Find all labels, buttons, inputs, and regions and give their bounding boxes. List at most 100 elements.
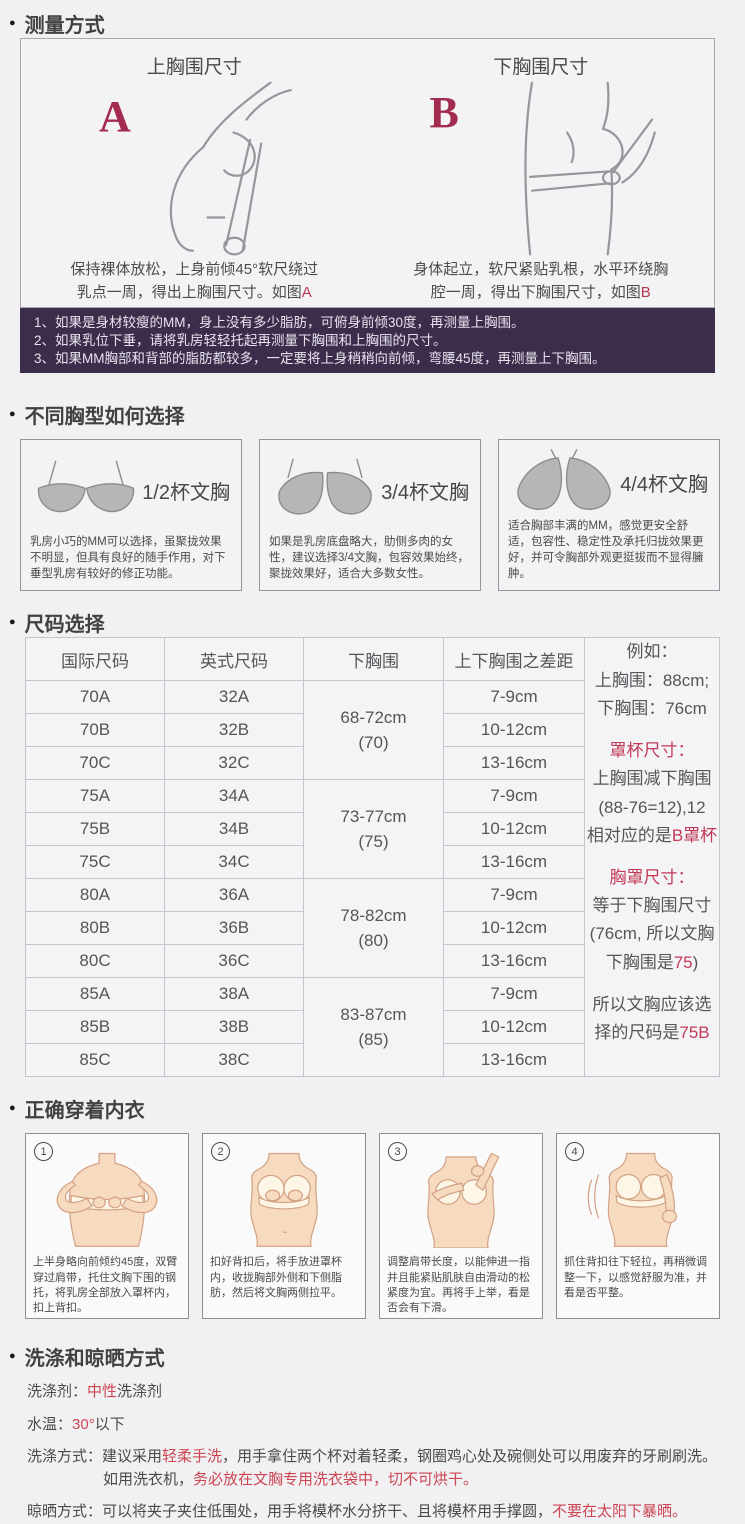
table-cell: 85A	[25, 977, 165, 1012]
size-table-wrap: 国际尺码 英式尺码 下胸围 上下胸围之差距 例如： 上胸围：88cm; 下胸围：…	[25, 637, 720, 1078]
table-cell: 38C	[164, 1043, 304, 1078]
example-conclusion: 所以文胸应该选 择的尺码是75B	[585, 991, 719, 1047]
table-cell: 75A	[25, 779, 165, 814]
cup-desc-full: 适合胸部丰满的MM，感觉更安全舒适，包容性、稳定性及承托归拢效果更好，并可令胸部…	[508, 520, 704, 581]
letter-a-label: A	[99, 92, 131, 141]
example-intro: 例如： 上胸围：88cm; 下胸围：76cm	[585, 638, 719, 723]
bullet-icon: ●	[9, 1349, 16, 1362]
table-cell: 80A	[25, 878, 165, 913]
col-underbust: 下胸围	[303, 637, 444, 682]
wearing-steps-row: 1 上半身略向前倾约45度，双臂穿过肩带，托住文胸下围的钢托，将乳房全部	[25, 1133, 720, 1320]
back-fastening-illustration	[56, 1153, 158, 1248]
section-cup-types: ● 不同胸型如何选择 1/2杯文胸 乳房小	[0, 399, 745, 592]
step-number-badge: 1	[34, 1142, 53, 1162]
table-row: 75C 34C 13-16cm	[25, 845, 720, 880]
table-cell: 75C	[25, 845, 165, 880]
adjust-cups-illustration	[250, 1153, 318, 1248]
col-intl-size: 国际尺码	[25, 637, 165, 682]
measurement-notes-banner: 1、如果是身材较瘦的MM，身上没有多少脂肪，可俯身前倾30度，再测量上胸围。 2…	[20, 308, 715, 374]
table-cell: 13-16cm	[443, 746, 585, 781]
upper-bust-figure	[59, 79, 329, 259]
table-row: 85A 38A 83-87cm (85) 7-9cm	[25, 977, 720, 1078]
washing-heading: ● 洗涤和晾晒方式	[9, 1341, 745, 1371]
conclusion-line1: 所以文胸应该选	[592, 994, 712, 1014]
table-cell: 85C	[25, 1043, 165, 1078]
half-cup-bra-icon	[37, 460, 135, 513]
step-3-figure	[387, 1150, 535, 1249]
example-band-calc: 胸罩尺寸： 等于下胸围尺寸 (76cm, 所以文胸 下胸围是75)	[585, 864, 719, 977]
band-size-title: 胸罩尺寸：	[609, 867, 695, 887]
band-cell: 73-77cm (75)	[303, 779, 444, 880]
note-line-1: 1、如果是身材较瘦的MM，身上没有多少脂肪，可俯身前倾30度，再测量上胸围。	[34, 315, 525, 330]
band-calc-line1: 等于下胸围尺寸	[592, 896, 712, 916]
table-cell: 32A	[164, 680, 304, 715]
table-row: 80B 36B 10-12cm	[25, 911, 720, 946]
under-bust-figure	[413, 79, 668, 259]
dry-method-line: 晾晒方式：可以将夹子夹住低围处，用手将模杯水分挤干、且将模杯用手撑圆，不要在太阳…	[27, 1503, 688, 1521]
table-row: 70A 32A 68-72cm (70) 7-9cm	[25, 680, 720, 781]
table-cell: 75B	[25, 812, 165, 847]
table-cell: 38B	[164, 1010, 304, 1045]
letter-b-label: B	[429, 88, 459, 137]
bullet-icon: ●	[9, 1101, 16, 1114]
note-line-2: 2、如果乳位下垂，请将乳房轻轻托起再测量下胸围和上胸围的尺寸。	[34, 332, 447, 348]
band-calc-line3: 下胸围是75)	[605, 952, 699, 972]
washing-heading-label: 洗涤和晾晒方式	[24, 1347, 165, 1370]
wearing-step-4: 4 抓住背扣	[556, 1133, 720, 1320]
section-washing: ● 洗涤和晾晒方式 洗涤剂：中性洗涤剂 水温：30°以下 洗涤方式：建议采用轻柔…	[0, 1341, 745, 1524]
under-bust-caption: 身体起立，软尺紧贴乳根，水平环绕胸 腔一周，得出下胸围尺寸，如图B	[413, 259, 668, 304]
example-label: 例如：	[626, 642, 678, 662]
cup-calc-line3: 相对应的是B罩杯	[586, 825, 718, 845]
table-cell: 13-16cm	[443, 845, 585, 880]
wash-method-line2: 如用洗衣机，务必放在文胸专用洗衣袋中，切不可烘干。	[103, 1470, 479, 1488]
cup-types-heading: ● 不同胸型如何选择	[9, 399, 745, 429]
table-row: 75A 34A 73-77cm (75) 7-9cm	[25, 779, 720, 880]
full-cup-bra-icon	[517, 449, 611, 511]
size-heading-label: 尺码选择	[24, 613, 105, 636]
table-cell: 80C	[25, 944, 165, 979]
size-heading: ● 尺码选择	[9, 607, 745, 637]
temperature-line: 水温：30°以下	[27, 1415, 125, 1433]
cup-box-top: 4/4杯文胸	[508, 446, 710, 518]
table-row: 70C 32C 13-16cm	[25, 746, 720, 781]
cup-size-title: 罩杯尺寸：	[609, 741, 695, 761]
standing-figure-illustration	[524, 81, 657, 256]
size-example-panel: 例如： 上胸围：88cm; 下胸围：76cm 罩杯尺寸： 上胸围减下胸围 (88…	[584, 637, 720, 1078]
under-caption-line1: 身体起立，软尺紧贴乳根，水平环绕胸	[413, 261, 669, 278]
table-cell: 36A	[164, 878, 304, 913]
cup-desc-three-quarter: 如果是乳房底盘略大，肋侧多肉的女性，建议选择3/4文胸，包容效果始终，聚拢效果好…	[269, 536, 469, 581]
adjust-straps-illustration	[427, 1153, 500, 1249]
wearing-heading-label: 正确穿着内衣	[24, 1099, 145, 1122]
step-1-figure	[33, 1150, 181, 1248]
step-number-badge: 2	[211, 1142, 230, 1162]
measurement-box: 上胸围尺寸 A 保持裸体放松，上身前倾45°软尺绕过	[20, 38, 715, 308]
col-uk-size: 英式尺码	[164, 637, 304, 682]
cup-calc-line1: 上胸围减下胸围	[592, 769, 712, 789]
under-caption-line2: 腔一周，得出下胸围尺寸，如图	[430, 283, 641, 301]
table-row: 75B 34B 10-12cm	[25, 812, 720, 847]
measurement-heading-label: 测量方式	[24, 14, 105, 37]
step-1-desc: 上半身略向前倾约45度，双臂穿过肩带，托住文胸下围的钢托，将乳房全部放入罩杯内，…	[33, 1256, 178, 1314]
table-cell: 36C	[164, 944, 304, 979]
table-cell: 32C	[164, 746, 304, 781]
step-2-figure	[210, 1150, 358, 1248]
bending-figure-illustration	[170, 81, 293, 256]
table-cell: 70A	[25, 680, 165, 715]
upper-bust-caption: 保持裸体放松，上身前倾45°软尺绕过 乳点一周，得出上胸围尺寸。如图A	[70, 259, 318, 304]
col-diff: 上下胸围之差距	[443, 637, 585, 682]
section-size-selection: ● 尺码选择 国际尺码 英式尺码 下胸围 上下胸围之差距 例如： 上胸围：88c…	[0, 607, 745, 1078]
band-cell: 78-82cm (80)	[303, 878, 444, 979]
table-cell: 10-12cm	[443, 911, 585, 946]
cup-box-top: 3/4杯文胸	[269, 446, 471, 534]
washing-body: 洗涤剂：中性洗涤剂 水温：30°以下 洗涤方式：建议采用轻柔手洗，用手拿住两个杯…	[27, 1381, 725, 1524]
bullet-icon: ●	[9, 615, 16, 628]
table-cell: 10-12cm	[443, 1010, 585, 1045]
bullet-icon: ●	[9, 16, 16, 29]
under-bust-panel: 下胸围尺寸 B	[368, 39, 715, 307]
cup-box-top: 1/2杯文胸	[30, 446, 232, 534]
step-4-desc: 抓住背扣往下轻拉，再稍微调整一下，以感觉舒服为准，并看是否平整。	[564, 1256, 707, 1299]
upper-bust-panel: 上胸围尺寸 A 保持裸体放松，上身前倾45°软尺绕过	[21, 39, 368, 307]
cup-title-full: 4/4杯文胸	[620, 473, 708, 496]
under-bust-title: 下胸围尺寸	[493, 57, 589, 78]
table-cell: 34C	[164, 845, 304, 880]
